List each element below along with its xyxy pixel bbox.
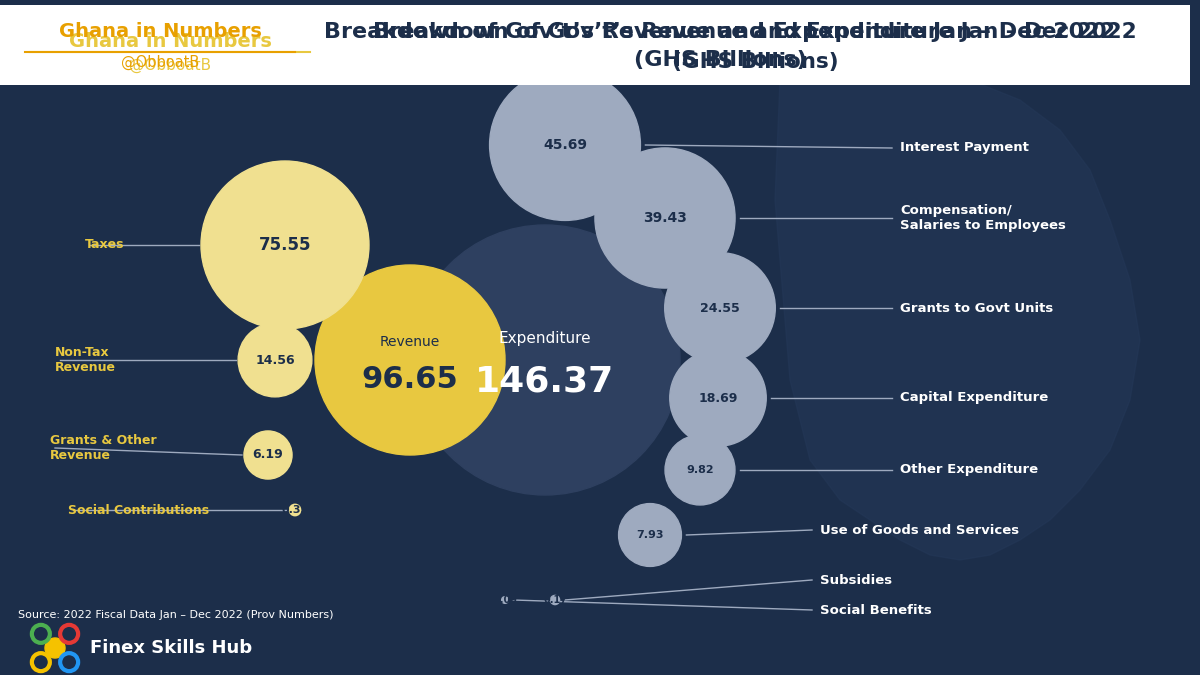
Polygon shape bbox=[775, 50, 1140, 560]
Text: Compensation/
Salaries to Employees: Compensation/ Salaries to Employees bbox=[900, 204, 1066, 232]
Text: 0.09: 0.09 bbox=[493, 595, 517, 605]
Text: Non-Tax
Revenue: Non-Tax Revenue bbox=[55, 346, 116, 374]
Text: @ObboatB: @ObboatB bbox=[128, 58, 211, 73]
Circle shape bbox=[670, 350, 767, 446]
Text: Interest Payment: Interest Payment bbox=[900, 142, 1028, 155]
Circle shape bbox=[595, 148, 736, 288]
Text: Use of Goods and Services: Use of Goods and Services bbox=[820, 524, 1019, 537]
Text: Revenue: Revenue bbox=[380, 335, 440, 349]
Text: @ObboatB: @ObboatB bbox=[121, 55, 199, 70]
Text: Grants & Other
Revenue: Grants & Other Revenue bbox=[50, 434, 157, 462]
Text: 9.82: 9.82 bbox=[686, 465, 714, 475]
Text: 96.65: 96.65 bbox=[361, 365, 458, 394]
Circle shape bbox=[202, 161, 368, 329]
Circle shape bbox=[244, 431, 292, 479]
Text: 75.55: 75.55 bbox=[259, 236, 311, 254]
Text: Ghana in Numbers: Ghana in Numbers bbox=[59, 22, 262, 41]
Text: Expenditure: Expenditure bbox=[499, 331, 592, 346]
Text: 7.93: 7.93 bbox=[636, 530, 664, 540]
Text: Breakdown of Gov’t’s Revenue and Expenditure Jan – Dec 2022: Breakdown of Gov’t’s Revenue and Expendi… bbox=[324, 22, 1116, 42]
Circle shape bbox=[46, 638, 65, 658]
Text: 0.35: 0.35 bbox=[282, 505, 308, 515]
Text: Other Expenditure: Other Expenditure bbox=[900, 464, 1038, 477]
Circle shape bbox=[618, 504, 682, 566]
Text: Ghana in Numbers: Ghana in Numbers bbox=[68, 32, 271, 51]
Circle shape bbox=[490, 70, 641, 221]
Text: Social Benefits: Social Benefits bbox=[820, 603, 931, 616]
FancyBboxPatch shape bbox=[0, 5, 320, 85]
Text: Subsidies: Subsidies bbox=[820, 574, 892, 587]
Text: Taxes: Taxes bbox=[85, 238, 125, 252]
Text: Finex Skills Hub: Finex Skills Hub bbox=[90, 639, 252, 657]
Text: 45.69: 45.69 bbox=[542, 138, 587, 152]
Text: 14.56: 14.56 bbox=[256, 354, 295, 367]
Text: Grants to Govt Units: Grants to Govt Units bbox=[900, 302, 1054, 315]
Text: Social Contributions: Social Contributions bbox=[68, 504, 209, 516]
Circle shape bbox=[289, 504, 301, 516]
Circle shape bbox=[551, 595, 559, 605]
Circle shape bbox=[314, 265, 505, 455]
Circle shape bbox=[502, 597, 509, 603]
Circle shape bbox=[665, 435, 734, 505]
Text: (GHS Billions): (GHS Billions) bbox=[634, 50, 806, 70]
Text: Source: 2022 Fiscal Data Jan – Dec 2022 (Prov Numbers): Source: 2022 Fiscal Data Jan – Dec 2022 … bbox=[18, 610, 334, 620]
Circle shape bbox=[665, 252, 775, 363]
FancyBboxPatch shape bbox=[320, 5, 1190, 85]
Text: (GHS Billions): (GHS Billions) bbox=[672, 52, 839, 72]
Circle shape bbox=[410, 225, 680, 495]
Text: 39.43: 39.43 bbox=[643, 211, 686, 225]
Text: 146.37: 146.37 bbox=[475, 365, 614, 399]
Text: 24.55: 24.55 bbox=[700, 302, 740, 315]
Text: Capital Expenditure: Capital Expenditure bbox=[900, 392, 1049, 404]
Text: 0.17: 0.17 bbox=[542, 595, 568, 605]
Circle shape bbox=[238, 323, 312, 397]
Text: 18.69: 18.69 bbox=[698, 392, 738, 404]
Text: Breakdown of Gov’t’s Revenue and Expenditure Jan – Dec 2022: Breakdown of Gov’t’s Revenue and Expendi… bbox=[373, 22, 1136, 42]
Text: 6.19: 6.19 bbox=[253, 448, 283, 462]
